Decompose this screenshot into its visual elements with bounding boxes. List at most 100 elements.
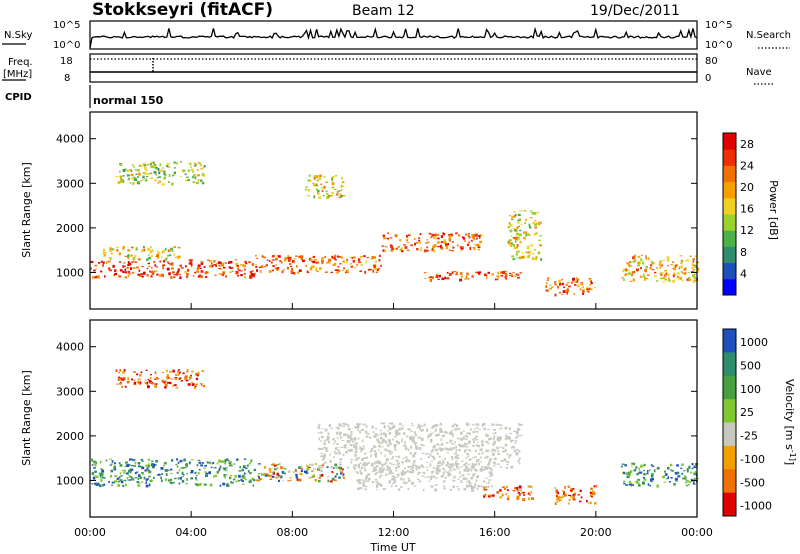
scatter-cell <box>255 265 258 268</box>
scatter-cell <box>196 483 199 487</box>
scatter-cell <box>363 464 367 467</box>
scatter-cell <box>375 452 377 455</box>
velocity-scatter-cells <box>91 369 699 505</box>
scatter-cell <box>140 371 143 374</box>
scatter-cell <box>449 447 452 451</box>
scatter-cell <box>360 429 363 431</box>
scatter-cell <box>647 274 650 276</box>
scatter-cell <box>400 471 404 475</box>
scatter-cell <box>424 453 427 455</box>
scatter-cell <box>132 459 136 461</box>
scatter-cell <box>515 247 518 249</box>
scatter-cell <box>289 479 292 481</box>
scatter-cell <box>165 257 168 260</box>
scatter-cell <box>554 502 557 505</box>
scatter-cell <box>437 241 440 244</box>
scatter-cell <box>381 470 384 473</box>
scatter-cell <box>496 438 500 441</box>
scatter-cell <box>417 473 420 475</box>
scatter-cell <box>443 431 446 433</box>
scatter-cell <box>518 218 521 222</box>
scatter-cell <box>419 427 421 430</box>
scatter-cell <box>194 176 197 180</box>
scatter-cell <box>509 432 513 435</box>
scatter-cell <box>244 268 246 271</box>
scatter-cell <box>494 278 497 281</box>
scatter-cell <box>506 453 509 456</box>
scatter-cell <box>632 260 635 263</box>
scatter-cell <box>118 383 121 385</box>
scatter-cell <box>420 246 423 250</box>
scatter-cell <box>432 445 436 448</box>
scatter-cell <box>186 472 189 475</box>
scatter-cell <box>319 267 322 270</box>
scatter-cell <box>668 481 672 483</box>
scatter-cell <box>358 478 361 481</box>
scatter-cell <box>426 476 430 478</box>
scatter-cell <box>318 196 321 199</box>
scatter-cell <box>250 459 253 461</box>
scatter-cell <box>373 469 376 472</box>
scatter-cell <box>132 460 135 462</box>
scatter-cell <box>244 260 247 263</box>
scatter-cell <box>504 273 508 275</box>
scatter-cell <box>442 480 446 483</box>
scatter-cell <box>318 177 322 180</box>
scatter-cell <box>375 271 378 273</box>
scatter-cell <box>252 273 256 276</box>
scatter-cell <box>300 470 304 472</box>
scatter-cell <box>350 265 354 268</box>
scatter-cell <box>509 272 512 274</box>
scatter-cell <box>337 431 341 433</box>
scatter-cell <box>173 161 176 164</box>
scatter-cell <box>318 423 321 426</box>
scatter-cell <box>479 469 483 472</box>
scatter-cell <box>388 482 391 484</box>
scatter-cell <box>236 271 239 273</box>
scatter-cell <box>666 256 670 260</box>
scatter-cell <box>187 169 190 173</box>
scatter-cell <box>407 487 410 491</box>
scatter-cell <box>119 479 123 482</box>
scatter-cell <box>375 427 377 430</box>
scatter-cell <box>158 252 161 255</box>
scatter-cell <box>140 465 143 468</box>
scatter-cell <box>278 474 281 477</box>
scatter-cell <box>236 264 239 267</box>
scatter-cell <box>486 449 490 451</box>
scatter-cell <box>628 480 631 484</box>
scatter-cell <box>107 260 111 263</box>
scatter-cell <box>379 475 381 479</box>
scatter-cell <box>120 475 123 477</box>
scatter-cell <box>375 455 377 458</box>
scatter-cell <box>180 161 182 163</box>
scatter-cell <box>298 478 302 482</box>
scatter-cell <box>691 463 694 466</box>
scatter-cell <box>316 179 319 182</box>
colorbar-swatch <box>723 230 736 247</box>
power-colorbar-label: Power [dB] <box>767 180 780 240</box>
scatter-cell <box>539 235 542 237</box>
scatter-cell <box>465 438 468 440</box>
scatter-cell <box>163 381 166 384</box>
scatter-cell <box>437 468 440 472</box>
scatter-cell <box>352 466 355 468</box>
scatter-cell <box>172 369 175 373</box>
scatter-cell <box>642 482 644 485</box>
scatter-cell <box>384 454 386 457</box>
scatter-cell <box>460 431 463 435</box>
x-tick-label: 04:00 <box>175 526 207 539</box>
scatter-cell <box>430 485 434 488</box>
scatter-cell <box>528 497 530 501</box>
scatter-cell <box>532 252 535 255</box>
scatter-cell <box>366 257 369 258</box>
scatter-cell <box>417 466 421 470</box>
scatter-cell <box>373 463 376 465</box>
scatter-cell <box>400 486 403 488</box>
scatter-cell <box>471 276 474 278</box>
scatter-cell <box>353 446 356 448</box>
scatter-cell <box>453 480 456 482</box>
scatter-cell <box>472 423 475 426</box>
scatter-cell <box>516 496 519 499</box>
scatter-cell <box>326 195 329 199</box>
